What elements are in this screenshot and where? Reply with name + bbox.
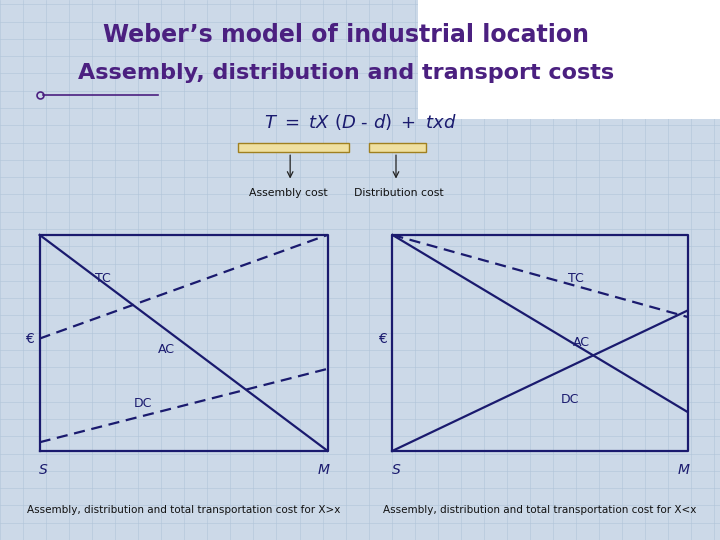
Text: €: € (25, 332, 34, 346)
Text: AC: AC (158, 343, 175, 356)
Text: DC: DC (560, 393, 579, 406)
Text: Assembly, distribution and transport costs: Assembly, distribution and transport cos… (78, 63, 613, 83)
Text: S: S (392, 463, 400, 477)
Text: Assembly, distribution and total transportation cost for X>x: Assembly, distribution and total transpo… (27, 505, 341, 515)
Text: DC: DC (134, 397, 153, 410)
Text: $T\ =\ tX\ (D\ \text{-}\ d)\ +\ txd$: $T\ =\ tX\ (D\ \text{-}\ d)\ +\ txd$ (264, 111, 456, 132)
FancyBboxPatch shape (418, 0, 720, 119)
Text: S: S (39, 463, 48, 477)
Text: M: M (318, 463, 330, 477)
Text: Assembly cost: Assembly cost (248, 188, 328, 198)
Text: Distribution cost: Distribution cost (354, 188, 444, 198)
Text: TC: TC (95, 272, 111, 285)
FancyBboxPatch shape (369, 143, 426, 152)
Text: Assembly, distribution and total transportation cost for X<x: Assembly, distribution and total transpo… (383, 505, 697, 515)
FancyBboxPatch shape (238, 143, 349, 152)
Text: TC: TC (567, 272, 583, 285)
Text: €: € (378, 332, 387, 346)
Text: Weber’s model of industrial location: Weber’s model of industrial location (102, 23, 588, 47)
Text: M: M (678, 463, 690, 477)
Text: AC: AC (573, 336, 590, 349)
